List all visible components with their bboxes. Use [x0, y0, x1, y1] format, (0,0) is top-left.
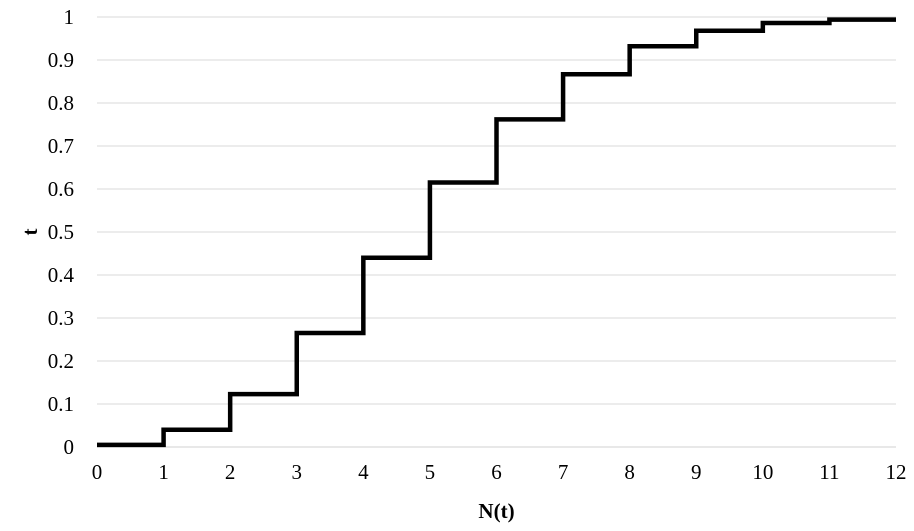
y-tick-label: 0	[64, 435, 75, 459]
y-tick-label: 0.6	[48, 177, 74, 201]
x-tick-label: 11	[819, 460, 839, 484]
x-axis-title: N(t)	[478, 499, 514, 523]
gridlines	[97, 16, 896, 405]
tick-labels: 00.10.20.30.40.50.60.70.80.910 1 2 3 4 5 6 7 8 9 1…	[48, 5, 907, 484]
x-tick-label: 5	[425, 460, 436, 484]
y-tick-label: 0.7	[48, 134, 74, 158]
x-tick-label: 0	[92, 460, 103, 484]
x-tick-label: 6	[491, 460, 502, 484]
x-tick-label: 1	[158, 460, 169, 484]
y-tick-label: 0.8	[48, 91, 74, 115]
y-tick-label: 0.2	[48, 349, 74, 373]
y-tick-label: 0.3	[48, 306, 74, 330]
series-layer	[97, 17, 896, 448]
x-tick-label: 10	[752, 460, 773, 484]
x-tick-label: 8	[624, 460, 635, 484]
y-axis-title: t	[18, 229, 42, 236]
x-tick-label: 7	[558, 460, 569, 484]
x-tick-label: 3	[292, 460, 303, 484]
x-tick-label: 2	[225, 460, 236, 484]
y-tick-label: 1	[64, 5, 75, 29]
x-tick-label: 12	[886, 460, 907, 484]
x-tick-label: 9	[691, 460, 702, 484]
y-tick-label: 0.9	[48, 48, 74, 72]
series-line-0	[97, 17, 896, 448]
y-tick-label: 0.4	[48, 263, 75, 287]
y-tick-label: 0.5	[48, 220, 74, 244]
y-tick-label: 0.1	[48, 392, 74, 416]
x-tick-label: 4	[358, 460, 369, 484]
